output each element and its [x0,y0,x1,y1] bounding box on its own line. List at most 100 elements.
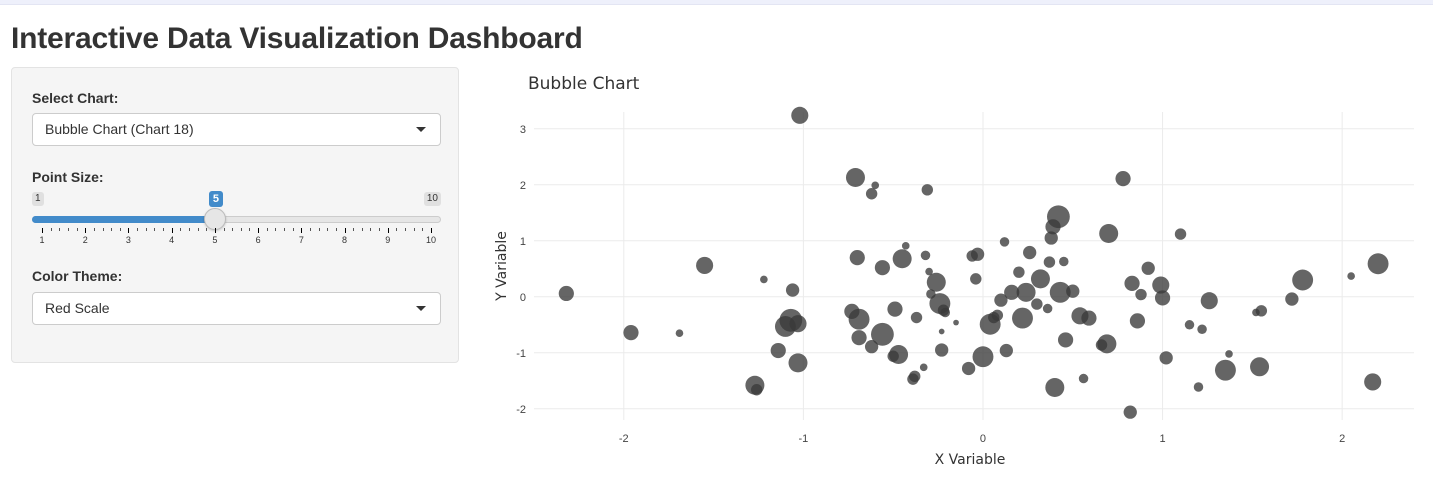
slider-minor-tick [275,228,277,231]
data-point [1023,245,1037,260]
data-point [892,249,912,269]
data-point [935,343,949,357]
data-point [558,285,574,302]
data-point [1043,256,1056,268]
data-point [1152,276,1170,294]
slider-tick-label: 10 [425,235,437,245]
slider-tick [42,228,43,233]
data-point [849,250,865,266]
slider-minor-tick [249,228,251,231]
slider-minor-tick [59,228,61,231]
slider-tick [85,228,87,233]
slider-minor-tick [361,228,363,231]
slider-minor-tick [284,228,286,231]
slider-minor-tick [292,228,294,231]
slider-minor-tick [163,228,165,231]
data-point [1184,320,1195,330]
x-tick-label: -1 [798,433,808,445]
slider-value-badge: 5 [208,191,223,207]
slider-minor-tick [76,228,78,231]
data-point [1347,272,1355,280]
data-point [999,343,1013,358]
data-point [1135,288,1147,301]
slider-minor-tick [206,228,208,231]
data-point [1047,205,1070,229]
slider-tick [387,228,389,233]
data-point [760,275,768,284]
slider-minor-tick [240,228,242,231]
data-point [1115,171,1131,187]
slider-minor-tick [102,228,104,231]
slider-minor-tick [370,228,372,231]
slider-minor-tick [197,228,199,231]
data-point [1030,269,1050,289]
data-point [1141,261,1155,275]
data-point [1049,281,1071,303]
data-point [1214,359,1236,381]
data-point [940,307,951,318]
data-point [1200,292,1218,310]
data-point [970,273,982,285]
chevron-down-icon [416,306,426,311]
point-size-slider[interactable]: 1 10 5 1 2 3 4 5 6 7 8 9 10 [32,191,441,251]
slider-minor-tick [266,228,268,231]
data-point [1225,350,1233,358]
chart-select-value: Bubble Chart (Chart 18) [45,121,194,137]
slider-minor-tick [318,228,320,231]
slider-minor-tick [188,228,190,231]
slider-tick [258,228,260,233]
data-point [696,256,714,274]
slider-tick-label: 7 [298,235,304,245]
slider-tick-label: 4 [169,235,175,245]
slider-min-label: 1 [32,192,44,206]
chart-title: Bubble Chart [528,74,640,94]
slider-minor-tick [111,228,113,231]
slider-handle[interactable] [203,208,226,230]
data-point [1013,266,1025,278]
y-axis-label: Y Variable [494,231,510,302]
chevron-down-icon [416,127,426,132]
slider-tick-label: 1 [39,235,45,245]
slider-minor-tick [353,228,355,231]
data-point [1097,334,1117,354]
data-point [1081,310,1097,326]
data-point [1057,332,1074,348]
y-tick-label: 3 [520,124,526,136]
chart-select[interactable]: Bubble Chart (Chart 18) [32,113,441,146]
data-point [871,322,894,346]
data-point [789,315,807,333]
slider-minor-tick [223,228,225,231]
slider-minor-tick [309,228,311,231]
slider-tick [344,228,346,233]
slider-minor-tick [137,228,139,231]
data-point [1078,373,1089,384]
data-point [921,184,934,196]
data-point [675,329,684,338]
data-point [1367,253,1389,275]
data-point [770,342,786,359]
data-point [1250,357,1270,377]
data-point [848,308,870,330]
data-point [889,344,909,364]
slider-minor-tick [180,228,182,231]
data-point [953,319,959,326]
y-tick-label: 0 [520,292,526,304]
x-tick-label: 2 [1339,433,1345,445]
data-point [1031,298,1043,310]
data-point [1197,324,1207,335]
data-point [845,168,865,188]
data-point [919,363,928,372]
select-chart-label: Select Chart: [32,90,119,106]
data-point [1059,256,1069,267]
data-point [925,267,933,276]
data-point [1285,292,1299,306]
data-point [1044,231,1058,245]
color-theme-select[interactable]: Red Scale [32,292,441,325]
data-point [1193,382,1204,392]
slider-tick-label: 9 [385,235,391,245]
data-point [865,188,878,200]
slider-minor-tick [413,228,415,231]
top-border [0,0,1433,5]
slider-tick [128,228,130,233]
data-point [1042,303,1053,314]
